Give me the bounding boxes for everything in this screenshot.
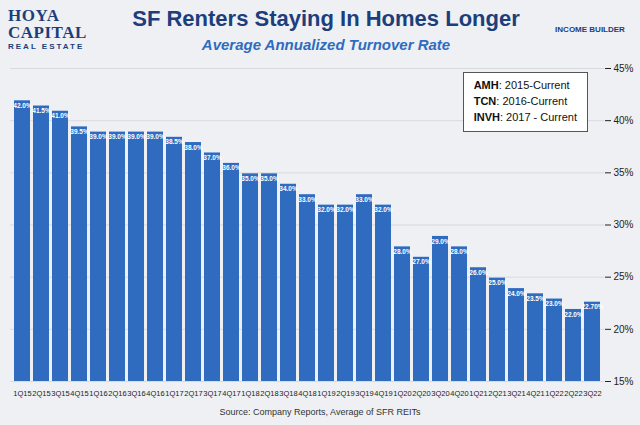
svg-text:15%: 15% bbox=[614, 376, 634, 387]
svg-text:1Q19: 1Q19 bbox=[317, 389, 335, 398]
svg-text:2Q16: 2Q16 bbox=[108, 389, 126, 398]
svg-text:38.0%: 38.0% bbox=[184, 144, 203, 151]
svg-text:2Q21: 2Q21 bbox=[488, 389, 506, 398]
svg-text:36.0%: 36.0% bbox=[222, 164, 241, 171]
svg-text:1Q16: 1Q16 bbox=[89, 389, 107, 398]
html-text:REAL ESTATE: REAL ESTATE bbox=[8, 42, 85, 51]
svg-text:3Q19: 3Q19 bbox=[355, 389, 373, 398]
svg-text:35.0%: 35.0% bbox=[241, 175, 260, 182]
html-text:Source: Company Reports, Avera: Source: Company Reports, Average of SFR … bbox=[219, 407, 421, 417]
svg-text:2Q20: 2Q20 bbox=[412, 389, 430, 398]
svg-text:3Q17: 3Q17 bbox=[203, 389, 221, 398]
html-text:INVH: 2017 - Current: INVH: 2017 - Current bbox=[473, 110, 577, 123]
svg-text:27.0%: 27.0% bbox=[412, 258, 431, 265]
svg-text:38.5%: 38.5% bbox=[165, 138, 184, 145]
svg-text:1Q20: 1Q20 bbox=[393, 389, 411, 398]
svg-text:1Q21: 1Q21 bbox=[469, 389, 487, 398]
svg-text:3Q15: 3Q15 bbox=[51, 389, 69, 398]
svg-text:4Q21: 4Q21 bbox=[526, 389, 544, 398]
svg-text:2Q15: 2Q15 bbox=[32, 389, 50, 398]
svg-text:1Q17: 1Q17 bbox=[165, 389, 183, 398]
svg-text:24.0%: 24.0% bbox=[507, 290, 526, 297]
svg-text:39.0%: 39.0% bbox=[146, 133, 165, 140]
svg-text:2Q17: 2Q17 bbox=[184, 389, 202, 398]
html-text:INCOME BUILDER: INCOME BUILDER bbox=[555, 24, 625, 34]
svg-text:3Q22: 3Q22 bbox=[583, 389, 601, 398]
svg-text:23.5%: 23.5% bbox=[526, 295, 545, 302]
svg-text:23.0%: 23.0% bbox=[545, 300, 564, 307]
svg-text:39.0%: 39.0% bbox=[127, 133, 146, 140]
svg-text:42.0%: 42.0% bbox=[13, 102, 32, 109]
html-text:HOYA CAPITAL: HOYA CAPITAL bbox=[8, 6, 87, 42]
svg-text:29.0%: 29.0% bbox=[431, 238, 450, 245]
svg-text:4Q20: 4Q20 bbox=[450, 389, 468, 398]
svg-text:1Q22: 1Q22 bbox=[545, 389, 563, 398]
svg-text:33.0%: 33.0% bbox=[355, 196, 374, 203]
svg-text:34.0%: 34.0% bbox=[279, 185, 298, 192]
svg-text:3Q18: 3Q18 bbox=[279, 389, 297, 398]
html-text:TCN: 2016-Current: TCN: 2016-Current bbox=[473, 94, 568, 107]
svg-text:37.0%: 37.0% bbox=[203, 154, 222, 161]
svg-text:2Q18: 2Q18 bbox=[260, 389, 278, 398]
svg-text:35.0%: 35.0% bbox=[260, 175, 279, 182]
html-text:SF Renters Staying In Homes Lo: SF Renters Staying In Homes Longer bbox=[132, 5, 520, 31]
svg-text:4Q17: 4Q17 bbox=[222, 389, 240, 398]
svg-text:4Q15: 4Q15 bbox=[70, 389, 88, 398]
svg-text:2Q22: 2Q22 bbox=[564, 389, 582, 398]
svg-text:41.5%: 41.5% bbox=[32, 107, 51, 114]
svg-text:4Q19: 4Q19 bbox=[374, 389, 392, 398]
svg-text:3Q21: 3Q21 bbox=[507, 389, 525, 398]
html-text:Average Annualized Turnover Ra: Average Annualized Turnover Rate bbox=[201, 35, 451, 53]
html-text:AMH: 2015-Current: AMH: 2015-Current bbox=[473, 79, 570, 91]
svg-text:30%: 30% bbox=[614, 219, 634, 230]
svg-text:39.5%: 39.5% bbox=[70, 128, 89, 135]
svg-text:1Q18: 1Q18 bbox=[241, 389, 259, 398]
svg-text:4Q18: 4Q18 bbox=[298, 389, 316, 398]
svg-text:41.0%: 41.0% bbox=[51, 112, 70, 119]
svg-text:22.0%: 22.0% bbox=[564, 311, 583, 318]
svg-text:3Q16: 3Q16 bbox=[127, 389, 145, 398]
svg-text:28.0%: 28.0% bbox=[393, 248, 412, 255]
svg-text:26.0%: 26.0% bbox=[469, 269, 488, 276]
svg-text:32.0%: 32.0% bbox=[317, 206, 336, 213]
svg-text:32.0%: 32.0% bbox=[374, 206, 393, 213]
svg-text:25.0%: 25.0% bbox=[488, 279, 507, 286]
svg-text:4Q16: 4Q16 bbox=[146, 389, 164, 398]
svg-text:39.0%: 39.0% bbox=[89, 133, 108, 140]
svg-text:33.0%: 33.0% bbox=[298, 196, 317, 203]
svg-text:2Q19: 2Q19 bbox=[336, 389, 354, 398]
svg-text:45%: 45% bbox=[614, 63, 634, 74]
svg-text:22.70%: 22.70% bbox=[581, 303, 603, 310]
svg-text:32.0%: 32.0% bbox=[336, 206, 355, 213]
svg-text:40%: 40% bbox=[614, 115, 634, 126]
svg-text:25%: 25% bbox=[614, 271, 634, 282]
svg-text:28.0%: 28.0% bbox=[450, 248, 469, 255]
svg-text:3Q20: 3Q20 bbox=[431, 389, 449, 398]
svg-text:39.0%: 39.0% bbox=[108, 133, 127, 140]
svg-text:20%: 20% bbox=[614, 324, 634, 335]
svg-text:35%: 35% bbox=[614, 167, 634, 178]
svg-text:1Q15: 1Q15 bbox=[13, 389, 31, 398]
